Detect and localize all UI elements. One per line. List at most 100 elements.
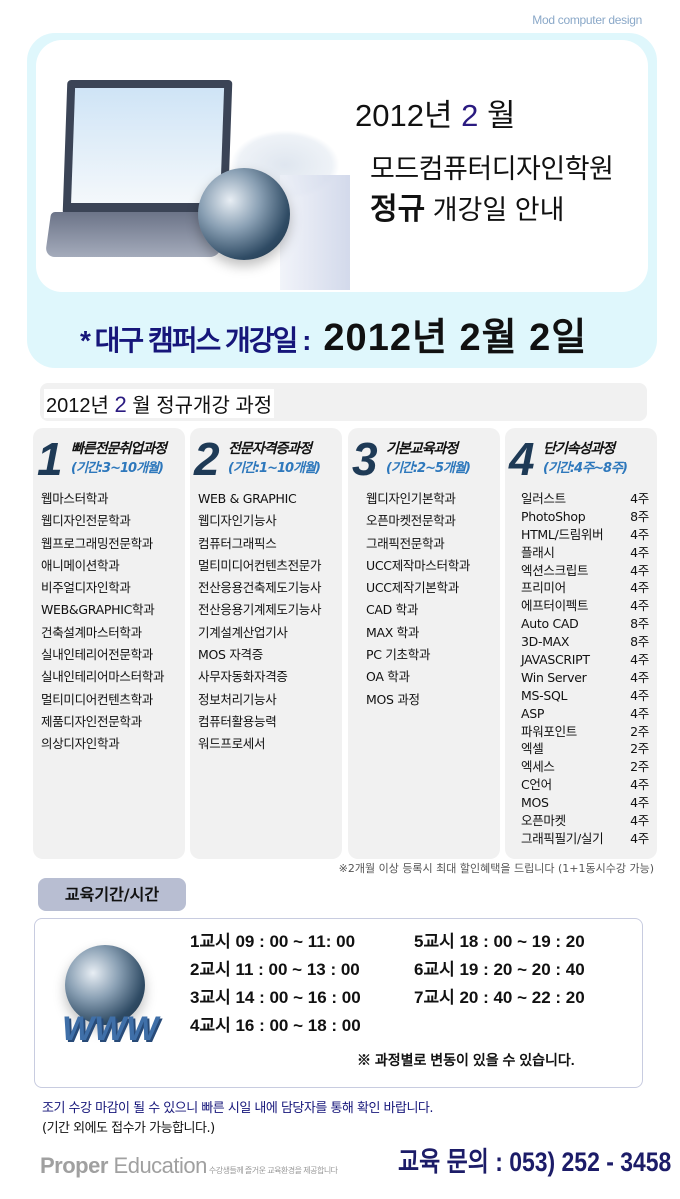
course-weeks: 4주 bbox=[630, 795, 649, 811]
course-name: 그래픽필기/실기 bbox=[521, 830, 604, 846]
course-name: 에프터이펙트 bbox=[521, 598, 589, 614]
course-title: 전문자격증과정 bbox=[228, 441, 312, 457]
course-weeks: 2주 bbox=[630, 759, 649, 775]
hero-subtitle: 정규 개강일 안내 bbox=[370, 192, 564, 228]
course-item: WEB&GRAPHIC학과 bbox=[41, 602, 155, 618]
hero-month: 2 bbox=[461, 98, 479, 133]
course-item: 전산응용기계제도기능사 bbox=[198, 602, 322, 618]
schedule-box bbox=[34, 918, 643, 1088]
course-name: MOS bbox=[521, 795, 549, 811]
subtitle-rest: 개강일 안내 bbox=[432, 195, 565, 225]
course-weeks: 4주 bbox=[630, 598, 649, 614]
course-item: CAD 학과 bbox=[366, 602, 419, 618]
course-item: 컴퓨터그래픽스 bbox=[198, 535, 277, 551]
course-item: MS-SQL 4주 bbox=[521, 687, 649, 705]
course-number: 1 bbox=[37, 433, 63, 485]
course-weeks: 4주 bbox=[630, 491, 649, 506]
course-weeks: 4주 bbox=[630, 580, 649, 596]
course-item: 사무자동화자격증 bbox=[198, 669, 288, 685]
opening-date: * 대구 캠퍼스 개강일 : 2012년 2월 2일 bbox=[80, 306, 587, 361]
course-weeks: 4주 bbox=[630, 652, 649, 668]
course-item: 3D-MAX 8주 bbox=[521, 633, 649, 651]
course-weeks: 4주 bbox=[630, 777, 649, 793]
course-title: 빠른전문취업과정 bbox=[71, 441, 167, 457]
proper-education-logo: Proper Education 수강생들께 즐거운 교육환경을 제공합니다 bbox=[40, 1153, 338, 1184]
course-item: WEB & GRAPHIC bbox=[198, 491, 297, 506]
course-item: ASP 4주 bbox=[521, 705, 649, 723]
section-heading: 2012년 2 월 정규개강 과정 bbox=[40, 383, 647, 421]
logo-bold: Proper bbox=[40, 1153, 108, 1178]
course-item: 엑셀 2주 bbox=[521, 740, 649, 758]
course-list: 웹마스터학과 웹디자인전문학과 웹프로그래밍전문학과 애니메이션학과 비주얼디자인학과 W… bbox=[41, 488, 165, 756]
course-name: 엑셀 bbox=[521, 741, 544, 757]
course-item: 엑세스 2주 bbox=[521, 758, 649, 776]
schedule-row: 3교시 14 : 00 ~ 16 : 00 7교시 20 : 40 ~ 22 : … bbox=[190, 987, 585, 1009]
opening-date-value: 2012년 2월 2일 bbox=[323, 317, 588, 359]
course-weeks: 8주 bbox=[630, 616, 649, 632]
course-weeks: 8주 bbox=[630, 508, 649, 524]
course-item: 멀티미디어컨텐츠학과 bbox=[41, 691, 154, 707]
course-item: 웹디자인전문학과 bbox=[41, 513, 131, 529]
course-item: C언어 4주 bbox=[521, 776, 649, 794]
period-time: 2교시 11 : 00 ~ 13 : 00 bbox=[190, 960, 360, 979]
course-item: 제품디자인전문학과 bbox=[41, 713, 142, 729]
period-time: 7교시 20 : 40 ~ 22 : 20 bbox=[414, 988, 585, 1007]
course-name: 오픈마켓 bbox=[521, 813, 566, 829]
course-weeks: 4주 bbox=[630, 562, 649, 578]
footer-notice-2: (기간 외에도 접수가 가능합니다.) bbox=[42, 1121, 215, 1136]
course-item: PC 기초학과 bbox=[366, 647, 431, 663]
course-weeks: 8주 bbox=[630, 634, 649, 650]
course-name: 3D-MAX bbox=[521, 634, 570, 650]
course-number: 4 bbox=[509, 433, 535, 485]
course-item: MOS 자격증 bbox=[198, 647, 263, 663]
course-item: 기계설계산업기사 bbox=[198, 624, 288, 640]
course-item: UCC제작기본학과 bbox=[366, 580, 459, 596]
period-time: 1교시 09 : 00 ~ 11: 00 bbox=[190, 932, 356, 951]
course-item: 일러스트 4주 bbox=[521, 490, 649, 508]
course-item: 오픈마켓 4주 bbox=[521, 812, 649, 830]
course-column-2: 2 전문자격증과정 (기간:1~10개월) WEB & GRAPHIC 웹디자인기… bbox=[190, 428, 342, 859]
schedule-note: ※ 과정별로 변동이 있을 수 있습니다. bbox=[357, 1052, 575, 1068]
contact-phone: 교육 문의 : 053) 252 - 3458 bbox=[398, 1147, 672, 1177]
course-column-4: 4 단기속성과정 (기간:4주~8주) 일러스트 4주 PhotoShop 8주 HTM… bbox=[505, 428, 657, 859]
hero-title: 2012년 2 월 bbox=[355, 98, 516, 134]
section-year: 2012년 bbox=[46, 395, 109, 417]
course-weeks: 4주 bbox=[630, 669, 649, 685]
course-item: MAX 학과 bbox=[366, 624, 420, 640]
opening-label: * 대구 캠퍼스 개강일 : bbox=[80, 325, 311, 356]
course-item: 파워포인트 2주 bbox=[521, 723, 649, 741]
course-name: C언어 bbox=[521, 777, 552, 793]
schedule-row: 2교시 11 : 00 ~ 13 : 00 6교시 19 : 20 ~ 20 : … bbox=[190, 959, 585, 981]
course-list: WEB & GRAPHIC 웹디자인기능사 컴퓨터그래픽스 멀티미디어컨텐츠전문가 전산… bbox=[198, 488, 322, 756]
course-weeks: 4주 bbox=[630, 544, 649, 560]
course-name: 일러스트 bbox=[521, 491, 566, 506]
period-time: 3교시 14 : 00 ~ 16 : 00 bbox=[190, 988, 361, 1007]
course-item: 의상디자인학과 bbox=[41, 736, 120, 752]
course-item: 컴퓨터활용능력 bbox=[198, 713, 277, 729]
course-item: Win Server 4주 bbox=[521, 669, 649, 687]
globe-icon bbox=[198, 168, 290, 260]
course-item: 워드프로세서 bbox=[198, 736, 266, 752]
course-period: (기간:1~10개월) bbox=[228, 461, 321, 476]
course-column-3: 3 기본교육과정 (기간:2~5개월) 웹디자인기본학과 오픈마켓전문학과 그래픽전… bbox=[348, 428, 500, 859]
course-item: 웹프로그래밍전문학과 bbox=[41, 535, 154, 551]
course-column-1: 1 빠른전문취업과정 (기간:3~10개월) 웹마스터학과 웹디자인전문학과 웹프로… bbox=[33, 428, 185, 859]
course-weeks: 4주 bbox=[630, 705, 649, 721]
course-item: HTML/드림위버 4주 bbox=[521, 526, 649, 544]
course-weeks: 4주 bbox=[630, 687, 649, 703]
course-item: 플래시 4주 bbox=[521, 544, 649, 562]
course-item: 오픈마켓전문학과 bbox=[366, 513, 456, 529]
course-item: 엑션스크립트 4주 bbox=[521, 562, 649, 580]
course-item: 에프터이펙트 4주 bbox=[521, 597, 649, 615]
course-name: 플래시 bbox=[521, 544, 555, 560]
course-name: ASP bbox=[521, 705, 545, 721]
brand-text: Mod computer design bbox=[532, 13, 642, 27]
course-item: OA 학과 bbox=[366, 669, 410, 685]
course-name: MS-SQL bbox=[521, 687, 568, 703]
course-item: 프리미어 4주 bbox=[521, 579, 649, 597]
course-name: 엑세스 bbox=[521, 759, 555, 775]
pages-graphic bbox=[280, 175, 350, 290]
discount-note: ※2개월 이상 등록시 최대 할인혜택을 드립니다 (1+1동시수강 가능) bbox=[338, 862, 654, 875]
course-weeks: 2주 bbox=[630, 741, 649, 757]
course-item: 애니메이션학과 bbox=[41, 557, 120, 573]
